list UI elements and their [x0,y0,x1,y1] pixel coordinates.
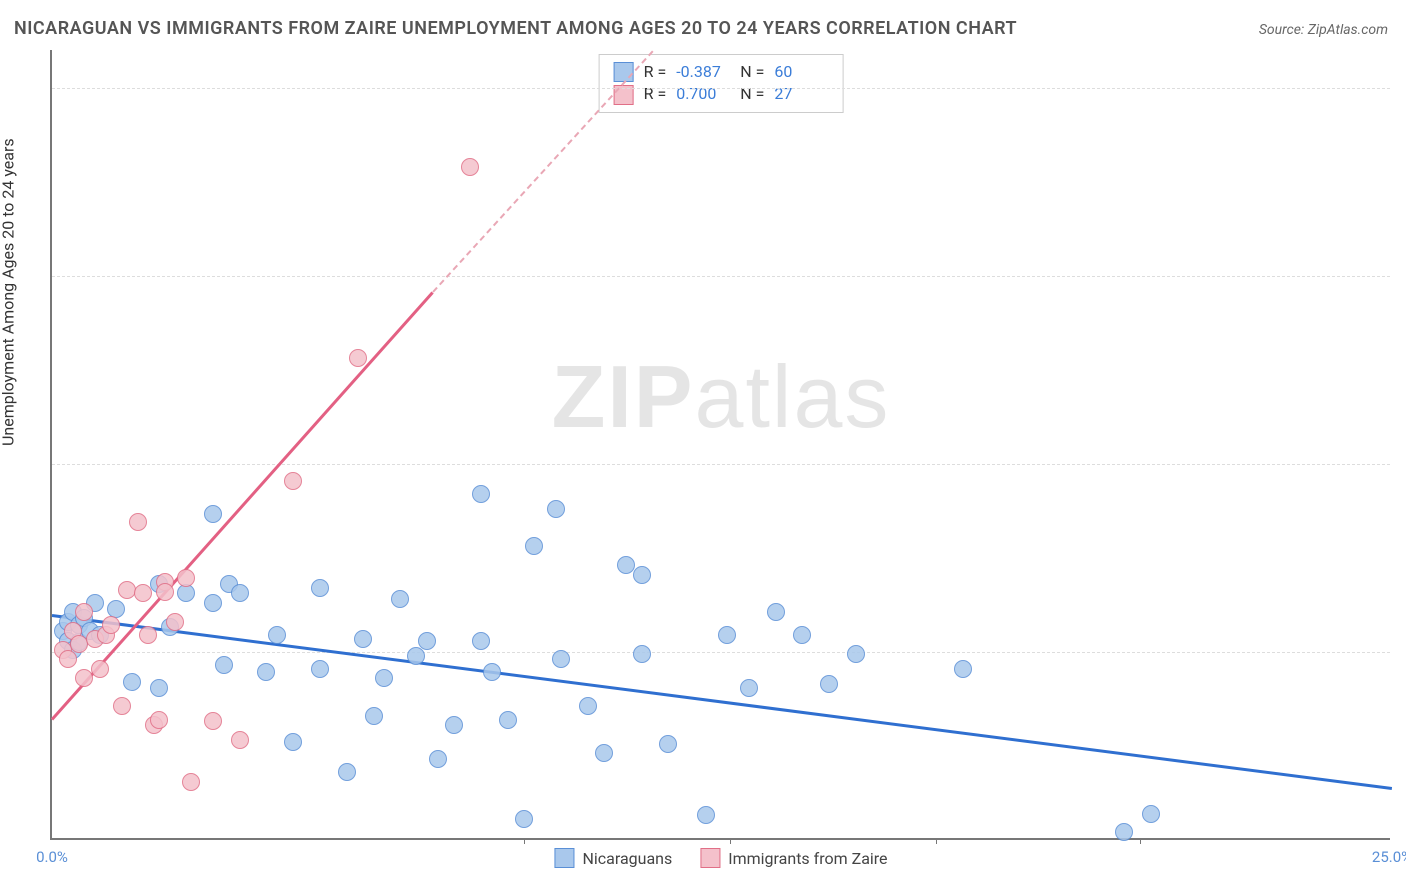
data-point [349,349,367,367]
data-point [284,472,302,490]
data-point [525,537,543,555]
legend-swatch-1 [554,848,574,868]
data-point [204,594,222,612]
plot-area: ZIPatlas R = -0.387 N = 60 R = 0.700 N =… [50,50,1390,840]
legend-swatch-2 [700,848,720,868]
data-point [107,600,125,618]
data-point [659,735,677,753]
data-point [445,716,463,734]
watermark: ZIPatlas [552,346,891,448]
gridline [52,464,1390,465]
data-point [375,669,393,687]
data-point [75,603,93,621]
data-point [617,556,635,574]
data-point [91,660,109,678]
data-point [793,626,811,644]
data-point [231,731,249,749]
data-point [231,584,249,602]
legend-item-1: Nicaraguans [554,848,672,868]
data-point [483,663,501,681]
data-point [547,500,565,518]
data-point [284,733,302,751]
source-label: Source: ZipAtlas.com [1259,22,1388,38]
stats-legend: R = -0.387 N = 60 R = 0.700 N = 27 [599,54,844,113]
gridline [52,276,1390,277]
data-point [579,697,597,715]
data-point [740,679,758,697]
x-tick-label: 25.0% [1372,848,1406,866]
data-point [134,584,152,602]
data-point [204,505,222,523]
data-point [59,650,77,668]
data-point [847,645,865,663]
data-point [311,660,329,678]
data-point [429,750,447,768]
data-point [407,647,425,665]
data-point [499,711,517,729]
data-point [472,632,490,650]
legend-item-2: Immigrants from Zaire [700,848,887,868]
data-point [1142,805,1160,823]
data-point [697,806,715,824]
data-point [311,579,329,597]
data-point [139,626,157,644]
stats-row-series-1: R = -0.387 N = 60 [614,61,829,83]
data-point [123,673,141,691]
data-point [156,583,174,601]
data-point [820,675,838,693]
data-point [595,744,613,762]
x-tick-minor [524,838,525,844]
data-point [552,650,570,668]
data-point [338,763,356,781]
data-point [268,626,286,644]
data-point [767,603,785,621]
data-point [954,660,972,678]
data-point [177,569,195,587]
data-point [150,679,168,697]
data-point [461,158,479,176]
x-tick-label: 0.0% [36,848,68,866]
x-tick-minor [730,838,731,844]
bottom-legend: Nicaraguans Immigrants from Zaire [554,848,887,868]
gridline [52,88,1390,89]
chart-title: NICARAGUAN VS IMMIGRANTS FROM ZAIRE UNEM… [14,18,1017,39]
data-point [204,712,222,730]
x-tick-minor [1140,838,1141,844]
data-point [515,810,533,828]
data-point [391,590,409,608]
data-point [472,485,490,503]
data-point [718,626,736,644]
data-point [354,630,372,648]
data-point [166,613,184,631]
data-point [215,656,233,674]
data-point [129,513,147,531]
data-point [102,616,120,634]
data-point [633,645,651,663]
data-point [150,711,168,729]
data-point [118,581,136,599]
data-point [418,632,436,650]
data-point [257,663,275,681]
data-point [75,669,93,687]
x-tick-minor [936,838,937,844]
data-point [365,707,383,725]
data-point [182,773,200,791]
data-point [1115,823,1133,841]
gridline [52,652,1390,653]
data-point [113,697,131,715]
y-axis-label: Unemployment Among Ages 20 to 24 years [0,138,18,446]
data-point [633,566,651,584]
